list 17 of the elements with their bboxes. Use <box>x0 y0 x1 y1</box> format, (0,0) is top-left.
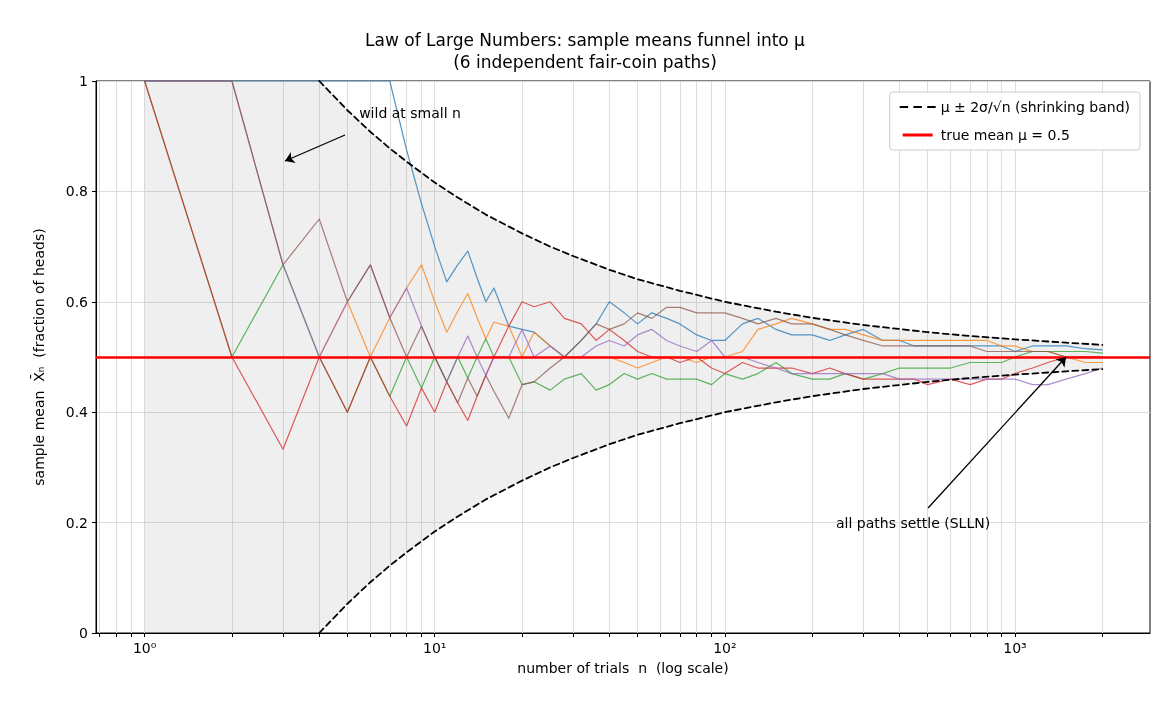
y-tick-label: 0 <box>79 625 88 641</box>
y-tick-label: 0.2 <box>65 514 88 531</box>
chart-title: Law of Large Numbers: sample means funnel into μ (6 independent fair-coin paths) <box>365 30 806 72</box>
y-tick-label: 1 <box>79 73 88 89</box>
y-tick-label: 0.6 <box>65 293 89 310</box>
legend-label: μ ± 2σ/√n (shrinking band) <box>940 99 1131 115</box>
x-tick-label: 10² <box>713 640 737 656</box>
y-tick-label: 0.8 <box>65 183 88 200</box>
legend-label: true mean μ = 0.5 <box>940 127 1070 143</box>
x-tick-label: 10³ <box>1003 640 1027 656</box>
annotation: wild at small n <box>359 105 461 121</box>
y-tick-label: 0.4 <box>65 404 89 421</box>
x-tick-label: 10⁰ <box>132 640 157 656</box>
annotation: all paths settle (SLLN) <box>836 515 991 531</box>
x-axis-title: number of trials n (log scale) <box>517 660 729 676</box>
x-tick-label: 10¹ <box>423 640 447 656</box>
y-axis-title: sample mean X̄ₙ (fraction of heads) <box>30 228 47 486</box>
